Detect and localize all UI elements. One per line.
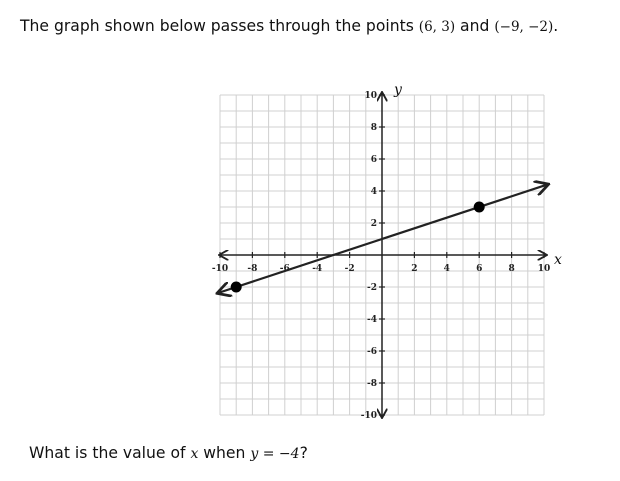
y-tick-label: -10: [361, 411, 377, 421]
y-tick-label: 2: [371, 219, 377, 229]
graph-line: [218, 185, 547, 293]
x-tick-label: -4: [312, 264, 322, 274]
point-1: (6, 3): [418, 19, 456, 35]
x-tick-label: -2: [345, 264, 355, 274]
y-tick-label: 6: [371, 155, 377, 165]
ask-prefix: What is the value of: [29, 444, 191, 462]
and-text: and: [455, 17, 495, 35]
x-tick-label: 10: [538, 264, 551, 274]
y-tick-label: -8: [367, 379, 377, 389]
y-tick-label: 10: [364, 91, 377, 101]
ask-equation: y = −4: [250, 446, 300, 462]
y-tick-label: 4: [371, 187, 377, 197]
x-tick-label: 8: [508, 264, 514, 274]
x-tick-label: 6: [476, 264, 482, 274]
y-tick-label: 8: [371, 123, 377, 133]
y-axis-label: y: [393, 82, 403, 98]
y-tick-label: -2: [367, 283, 377, 293]
ask-when: when: [198, 444, 251, 462]
y-tick-label: -6: [367, 347, 377, 357]
y-tick-label: -4: [367, 315, 377, 325]
x-axis-label: x: [554, 252, 562, 268]
question-ask: What is the value of x when y = −4?: [29, 444, 308, 462]
x-tick-label: -10: [212, 264, 228, 274]
x-tick-label: -8: [247, 264, 257, 274]
intro-text: The graph shown below passes through the…: [20, 17, 419, 35]
ask-var-x: x: [190, 446, 199, 462]
data-point: [230, 281, 242, 293]
ask-suffix: ?: [299, 444, 308, 462]
question-intro: The graph shown below passes through the…: [20, 17, 558, 35]
x-tick-label: 2: [411, 264, 417, 274]
x-tick-label: 4: [444, 264, 450, 274]
period: .: [553, 17, 559, 35]
data-point: [473, 201, 485, 213]
point-2: (−9, −2): [494, 19, 554, 35]
